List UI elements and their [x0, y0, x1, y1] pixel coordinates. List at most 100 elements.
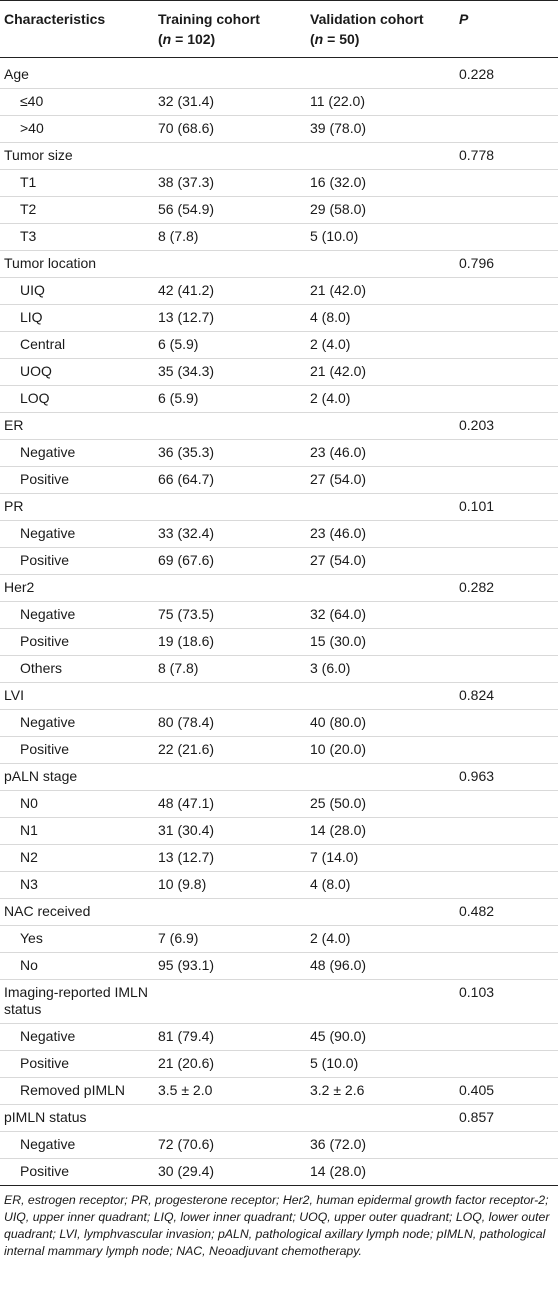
table-row: Negative 75 (73.5) 32 (64.0): [0, 601, 558, 629]
row-label: Positive: [0, 628, 154, 656]
training-cohort-cell: 75 (73.5): [154, 601, 306, 629]
validation-cohort-cell: 23 (46.0): [306, 520, 455, 548]
row-label: Yes: [0, 925, 154, 953]
training-cohort-cell: 31 (30.4): [154, 817, 306, 845]
header-validation-line2-pre: (: [310, 31, 315, 47]
training-cohort-cell: 66 (64.7): [154, 466, 306, 494]
training-cohort-cell: [154, 574, 306, 602]
training-cohort-cell: [154, 57, 306, 89]
p-value-cell: [455, 1131, 558, 1159]
training-cohort-cell: 8 (7.8): [154, 655, 306, 683]
row-label: NAC received: [0, 898, 154, 926]
validation-cohort-cell: 29 (58.0): [306, 196, 455, 224]
table-row: Age 0.228: [0, 57, 558, 89]
table-row: LIQ 13 (12.7) 4 (8.0): [0, 304, 558, 332]
validation-cohort-cell: 7 (14.0): [306, 844, 455, 872]
validation-cohort-cell: 40 (80.0): [306, 709, 455, 737]
training-cohort-cell: 3.5 ± 2.0: [154, 1077, 306, 1105]
validation-cohort-cell: [306, 682, 455, 710]
p-value-cell: [455, 1050, 558, 1078]
header-validation-line2-post: = 50): [323, 31, 360, 47]
validation-cohort-cell: 14 (28.0): [306, 817, 455, 845]
table-row: No 95 (93.1) 48 (96.0): [0, 952, 558, 980]
p-value-cell: [455, 844, 558, 872]
p-value-cell: [455, 196, 558, 224]
training-cohort-cell: 7 (6.9): [154, 925, 306, 953]
p-value-cell: [455, 88, 558, 116]
p-value-cell: [455, 709, 558, 737]
training-cohort-cell: [154, 763, 306, 791]
validation-cohort-cell: [306, 898, 455, 926]
header-training-cohort: Training cohort (n = 102): [154, 0, 306, 58]
training-cohort-cell: [154, 250, 306, 278]
table-row: Negative 33 (32.4) 23 (46.0): [0, 520, 558, 548]
training-cohort-cell: 6 (5.9): [154, 385, 306, 413]
validation-cohort-cell: 39 (78.0): [306, 115, 455, 143]
validation-cohort-cell: 4 (8.0): [306, 871, 455, 899]
row-label: Positive: [0, 466, 154, 494]
p-value-cell: [455, 1023, 558, 1051]
p-value-cell: 0.796: [455, 250, 558, 278]
row-label: Negative: [0, 439, 154, 467]
training-cohort-cell: [154, 682, 306, 710]
header-row: Characteristics Training cohort (n = 102…: [0, 0, 558, 58]
validation-cohort-cell: [306, 57, 455, 89]
training-cohort-cell: [154, 979, 306, 1024]
p-value-cell: 0.824: [455, 682, 558, 710]
validation-cohort-cell: 5 (10.0): [306, 1050, 455, 1078]
row-label: Negative: [0, 709, 154, 737]
validation-cohort-cell: 16 (32.0): [306, 169, 455, 197]
training-cohort-cell: 6 (5.9): [154, 331, 306, 359]
training-cohort-cell: 35 (34.3): [154, 358, 306, 386]
table-row: ER 0.203: [0, 412, 558, 440]
training-cohort-cell: [154, 493, 306, 521]
table-row: N2 13 (12.7) 7 (14.0): [0, 844, 558, 872]
validation-cohort-cell: 3.2 ± 2.6: [306, 1077, 455, 1105]
table-row: Yes 7 (6.9) 2 (4.0): [0, 925, 558, 953]
row-label: Negative: [0, 1131, 154, 1159]
p-value-cell: [455, 925, 558, 953]
table-row: >40 70 (68.6) 39 (78.0): [0, 115, 558, 143]
row-label: Negative: [0, 520, 154, 548]
training-cohort-cell: 10 (9.8): [154, 871, 306, 899]
validation-cohort-cell: 5 (10.0): [306, 223, 455, 251]
training-cohort-cell: 22 (21.6): [154, 736, 306, 764]
row-label: Removed pIMLN: [0, 1077, 154, 1105]
p-value-cell: 0.101: [455, 493, 558, 521]
row-label: Negative: [0, 601, 154, 629]
training-cohort-cell: 56 (54.9): [154, 196, 306, 224]
row-label: LVI: [0, 682, 154, 710]
row-label: ER: [0, 412, 154, 440]
row-label: T3: [0, 223, 154, 251]
row-label: N1: [0, 817, 154, 845]
validation-cohort-cell: 25 (50.0): [306, 790, 455, 818]
header-validation-n: n: [314, 31, 324, 47]
table-row: Central 6 (5.9) 2 (4.0): [0, 331, 558, 359]
p-value-cell: [455, 736, 558, 764]
table-row: NAC received 0.482: [0, 898, 558, 926]
row-label: UIQ: [0, 277, 154, 305]
table-row: N1 31 (30.4) 14 (28.0): [0, 817, 558, 845]
header-training-line1: Training cohort: [158, 11, 260, 27]
p-value-cell: [455, 817, 558, 845]
table-row: PR 0.101: [0, 493, 558, 521]
table-footnote: ER, estrogen receptor; PR, progesterone …: [4, 1193, 550, 1258]
header-validation-line1: Validation cohort: [310, 11, 424, 27]
row-label: Her2: [0, 574, 154, 602]
validation-cohort-cell: 14 (28.0): [306, 1158, 455, 1186]
p-value-cell: [455, 520, 558, 548]
table-row: Positive 19 (18.6) 15 (30.0): [0, 628, 558, 656]
p-value-cell: [455, 439, 558, 467]
header-characteristics: Characteristics: [0, 0, 154, 58]
table-row: Positive 66 (64.7) 27 (54.0): [0, 466, 558, 494]
row-label: Negative: [0, 1023, 154, 1051]
row-label: Positive: [0, 547, 154, 575]
p-value-cell: [455, 547, 558, 575]
row-label: LOQ: [0, 385, 154, 413]
p-value-cell: [455, 169, 558, 197]
header-p-value: P: [455, 0, 558, 58]
row-label: Positive: [0, 736, 154, 764]
table-row: Negative 36 (35.3) 23 (46.0): [0, 439, 558, 467]
training-cohort-cell: 36 (35.3): [154, 439, 306, 467]
table-row: UIQ 42 (41.2) 21 (42.0): [0, 277, 558, 305]
